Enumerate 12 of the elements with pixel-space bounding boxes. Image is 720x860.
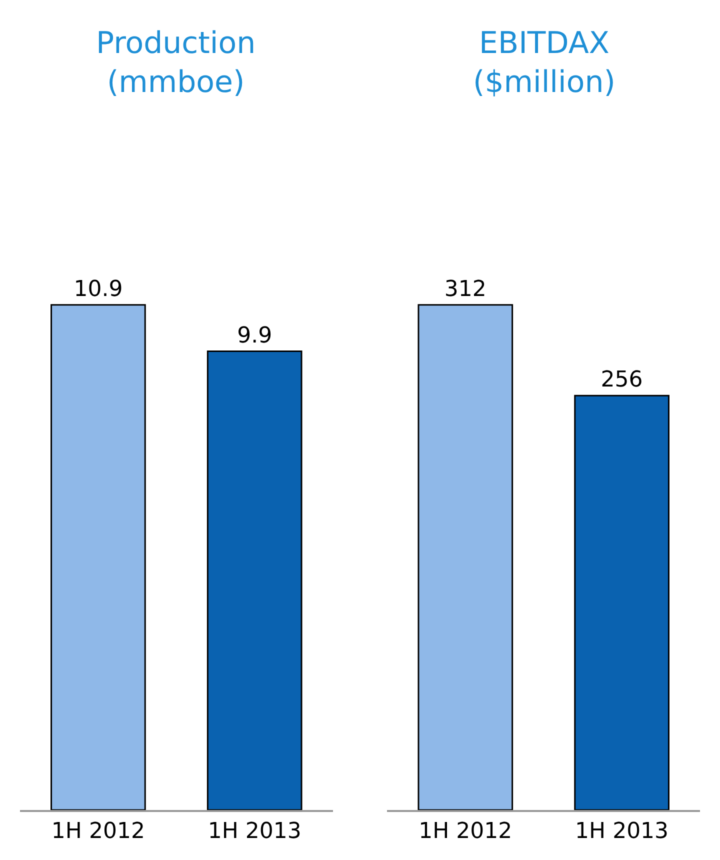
- data-label: 312: [444, 276, 486, 302]
- data-label: 10.9: [74, 276, 123, 302]
- data-label: 9.9: [237, 323, 272, 348]
- data-label: 256: [600, 368, 643, 393]
- x-tick-label: 1H 2013: [208, 819, 302, 844]
- chart-title: EBITDAX: [479, 26, 610, 61]
- x-tick-label: 1H 2012: [51, 819, 145, 844]
- x-tick-label: 1H 2012: [418, 819, 512, 844]
- chart-subtitle: (mmboe): [106, 65, 245, 100]
- x-tick-label: 1H 2013: [575, 819, 669, 844]
- chart-title: Production: [96, 26, 256, 61]
- chart-subtitle: ($million): [473, 65, 616, 100]
